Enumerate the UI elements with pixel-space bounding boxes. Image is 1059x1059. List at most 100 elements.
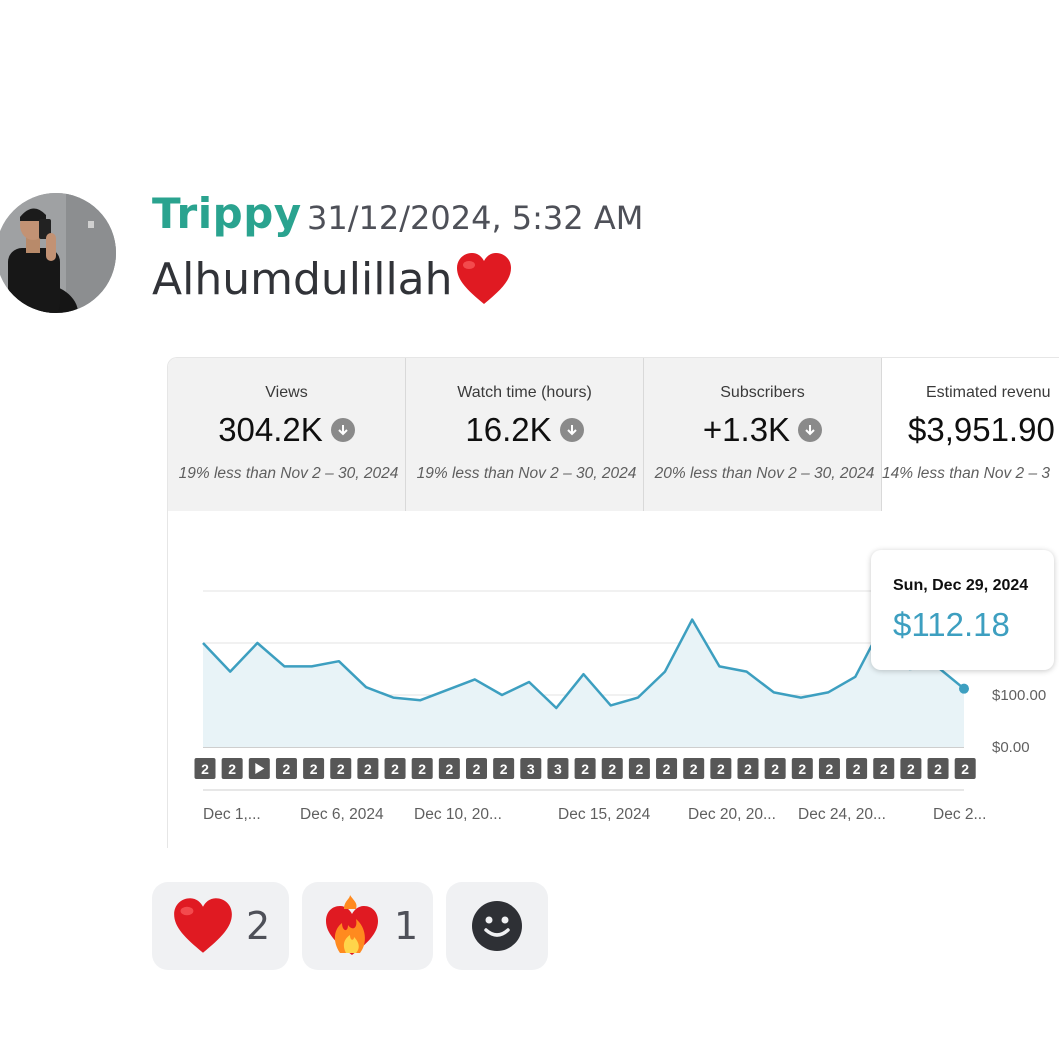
metric-value: 304.2K [168, 411, 405, 449]
marker-label: 2 [880, 761, 888, 777]
marker-label: 2 [391, 761, 399, 777]
video-marker [303, 758, 325, 779]
metric-estimated-revenue[interactable]: Estimated revenu $3,951.90 14% less than… [882, 358, 1059, 511]
metric-value: 16.2K [406, 411, 643, 449]
play-icon [255, 763, 265, 774]
video-marker [900, 758, 922, 779]
revenue-chart[interactable]: $100.00 $0.00 2 2 2 2 2 2 2 2 2 2 2 3 3 2 2 2 2 2 2 2 2 2 2 2 2 2 2 2… [168, 358, 1059, 848]
x-tick-label: Dec 2... [933, 806, 986, 823]
marker-label: 2 [283, 761, 291, 777]
video-marker [683, 758, 705, 779]
message-text: Alhumdulillah [152, 253, 453, 305]
arrow-down-icon [798, 418, 823, 442]
metric-title: Views [265, 384, 308, 401]
reaction-heart[interactable]: 2 [152, 882, 289, 970]
marker-label: 2 [473, 761, 481, 777]
tooltip-date: Sun, Dec 29, 2024 [893, 577, 1029, 594]
marker-label: 2 [608, 761, 616, 777]
analytics-screenshot[interactable]: Views 304.2K 19% less than Nov 2 – 30, 2… [167, 357, 1059, 848]
x-tick-label: Dec 6, 2024 [300, 806, 384, 823]
x-tick-label: Dec 20, 20... [688, 806, 776, 823]
marker-label: 2 [418, 761, 426, 777]
x-tick-label: Dec 24, 20... [798, 806, 886, 823]
video-marker [384, 758, 406, 779]
video-marker [547, 758, 569, 779]
x-tick-label: Dec 1,... [203, 806, 261, 823]
avatar[interactable] [0, 193, 116, 313]
add-reaction-button[interactable] [446, 882, 548, 970]
metric-compare: 19% less than Nov 2 – 30, 2024 [416, 465, 637, 482]
arrow-down-icon [330, 418, 355, 442]
video-marker [927, 758, 949, 779]
video-marker [411, 758, 433, 779]
chart-tooltip: Sun, Dec 29, 2024 $112.18 [871, 550, 1054, 670]
marker-label: 2 [500, 761, 508, 777]
video-marker [357, 758, 379, 779]
marker-label: 2 [636, 761, 644, 777]
video-marker [330, 758, 352, 779]
metric-watch-time[interactable]: Watch time (hours) 16.2K 19% less than N… [406, 358, 644, 511]
y-tick-label: $0.00 [992, 739, 1030, 756]
reaction-heart-on-fire[interactable]: 1 [302, 882, 433, 970]
marker-label: 2 [853, 761, 861, 777]
metric-value-text: 16.2K [465, 411, 552, 448]
metric-compare: 14% less than Nov 2 – 3 [882, 465, 1051, 482]
marker-label: 2 [310, 761, 318, 777]
heart-on-fire-emoji [326, 895, 378, 955]
avatar-photo [0, 193, 116, 313]
reaction-count: 1 [394, 904, 419, 948]
y-tick-label: $100.00 [992, 687, 1046, 704]
marker-label: 2 [934, 761, 942, 777]
metric-value-text: $3,951.90 [908, 411, 1055, 448]
marker-label: 2 [771, 761, 779, 777]
video-marker [466, 758, 487, 779]
marker-label: 2 [445, 761, 453, 777]
heart-emoji [174, 898, 232, 953]
video-marker [656, 758, 678, 779]
video-marker [791, 758, 813, 779]
metric-value-text: +1.3K [702, 411, 791, 448]
marker-label: 2 [798, 761, 806, 777]
marker-label: 2 [826, 761, 834, 777]
video-marker [954, 758, 976, 779]
marker-label: 2 [228, 761, 236, 777]
marker-label: 2 [717, 761, 725, 777]
message-body: Alhumdulillah [152, 252, 513, 306]
video-marker [574, 758, 596, 779]
marker-label: 2 [337, 761, 345, 777]
metric-compare: 20% less than Nov 2 – 30, 2024 [654, 465, 875, 482]
metric-subscribers[interactable]: Subscribers +1.3K 20% less than Nov 2 – … [644, 358, 882, 511]
video-marker [194, 758, 216, 779]
tooltip-value: $112.18 [893, 606, 1010, 643]
x-tick-label: Dec 15, 2024 [558, 806, 651, 823]
reaction-count: 2 [246, 904, 271, 948]
metric-title: Estimated revenu [926, 384, 1051, 401]
marker-label: 2 [907, 761, 915, 777]
message-timestamp: 31/12/2024, 5:32 AM [307, 199, 644, 237]
data-point [959, 683, 969, 694]
metric-value: $3,951.90 [908, 411, 1059, 449]
video-marker [493, 758, 515, 779]
marker-label: 2 [744, 761, 752, 777]
metric-compare: 19% less than Nov 2 – 30, 2024 [178, 465, 399, 482]
video-marker [846, 758, 868, 779]
video-marker [601, 758, 623, 779]
area-fill [203, 619, 964, 747]
marker-label: 2 [663, 761, 671, 777]
marker-label: 2 [961, 761, 969, 777]
video-marker [275, 758, 297, 779]
marker-label: 3 [554, 761, 562, 777]
series-line [202, 618, 965, 710]
marker-label: 2 [201, 761, 209, 777]
marker-label: 3 [527, 761, 535, 777]
video-marker [628, 758, 650, 779]
marker-label: 2 [364, 761, 372, 777]
video-marker [764, 758, 786, 779]
metric-title: Subscribers [720, 384, 805, 401]
metric-views[interactable]: Views 304.2K 19% less than Nov 2 – 30, 2… [168, 358, 406, 511]
video-marker [221, 758, 243, 779]
video-marker [438, 758, 460, 779]
video-marker [873, 758, 895, 779]
message-author[interactable]: Trippy [152, 189, 302, 238]
video-marker [520, 758, 542, 779]
